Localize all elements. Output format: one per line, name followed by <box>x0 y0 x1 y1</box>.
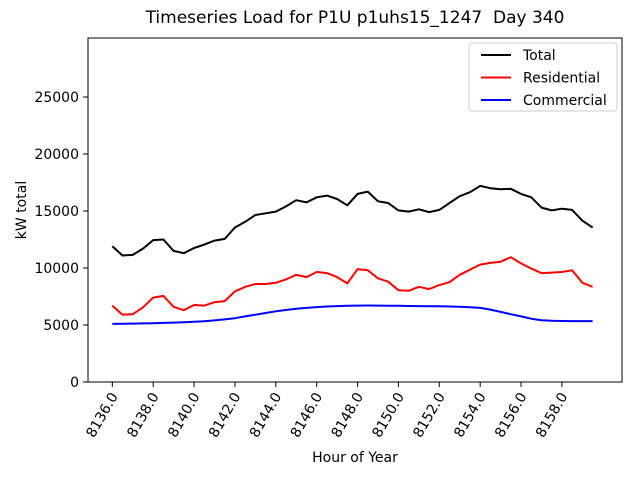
x-tick-label: 8154.0 <box>451 390 489 440</box>
x-axis-label: Hour of Year <box>312 450 398 466</box>
chart-title: Timeseries Load for P1U p1uhs15_1247 Day… <box>145 8 565 28</box>
x-tick-label: 8136.0 <box>83 390 121 440</box>
y-tick-label: 25000 <box>34 90 79 106</box>
series-line-total <box>111 184 594 257</box>
y-tick-label: 15000 <box>34 204 79 220</box>
legend-box <box>468 42 618 112</box>
y-tick-label: 5000 <box>43 318 79 334</box>
x-tick-label: 8158.0 <box>533 390 571 440</box>
x-tick-label: 8138.0 <box>124 390 162 440</box>
x-tick-label: 8144.0 <box>247 390 285 440</box>
x-tick-label: 8156.0 <box>492 390 530 440</box>
x-tick-label: 8150.0 <box>370 390 408 440</box>
legend-label-total: Total <box>522 48 556 64</box>
legend-label-commercial: Commercial <box>523 93 607 109</box>
series-line-commercial <box>112 304 593 325</box>
x-tick-label: 8148.0 <box>329 390 367 440</box>
y-axis-label: kW total <box>14 181 30 239</box>
x-tick-label: 8140.0 <box>165 390 203 440</box>
y-tick-label: 10000 <box>34 261 79 277</box>
x-tick-label: 8152.0 <box>410 390 448 440</box>
x-tick-label: 8146.0 <box>288 390 326 440</box>
legend-label-residential: Residential <box>523 71 600 87</box>
series-line-residential <box>111 256 593 316</box>
axes-frame <box>87 37 623 383</box>
y-tick-label: 0 <box>70 375 79 391</box>
x-tick-label: 8142.0 <box>206 390 244 440</box>
y-tick-label: 20000 <box>34 147 79 163</box>
